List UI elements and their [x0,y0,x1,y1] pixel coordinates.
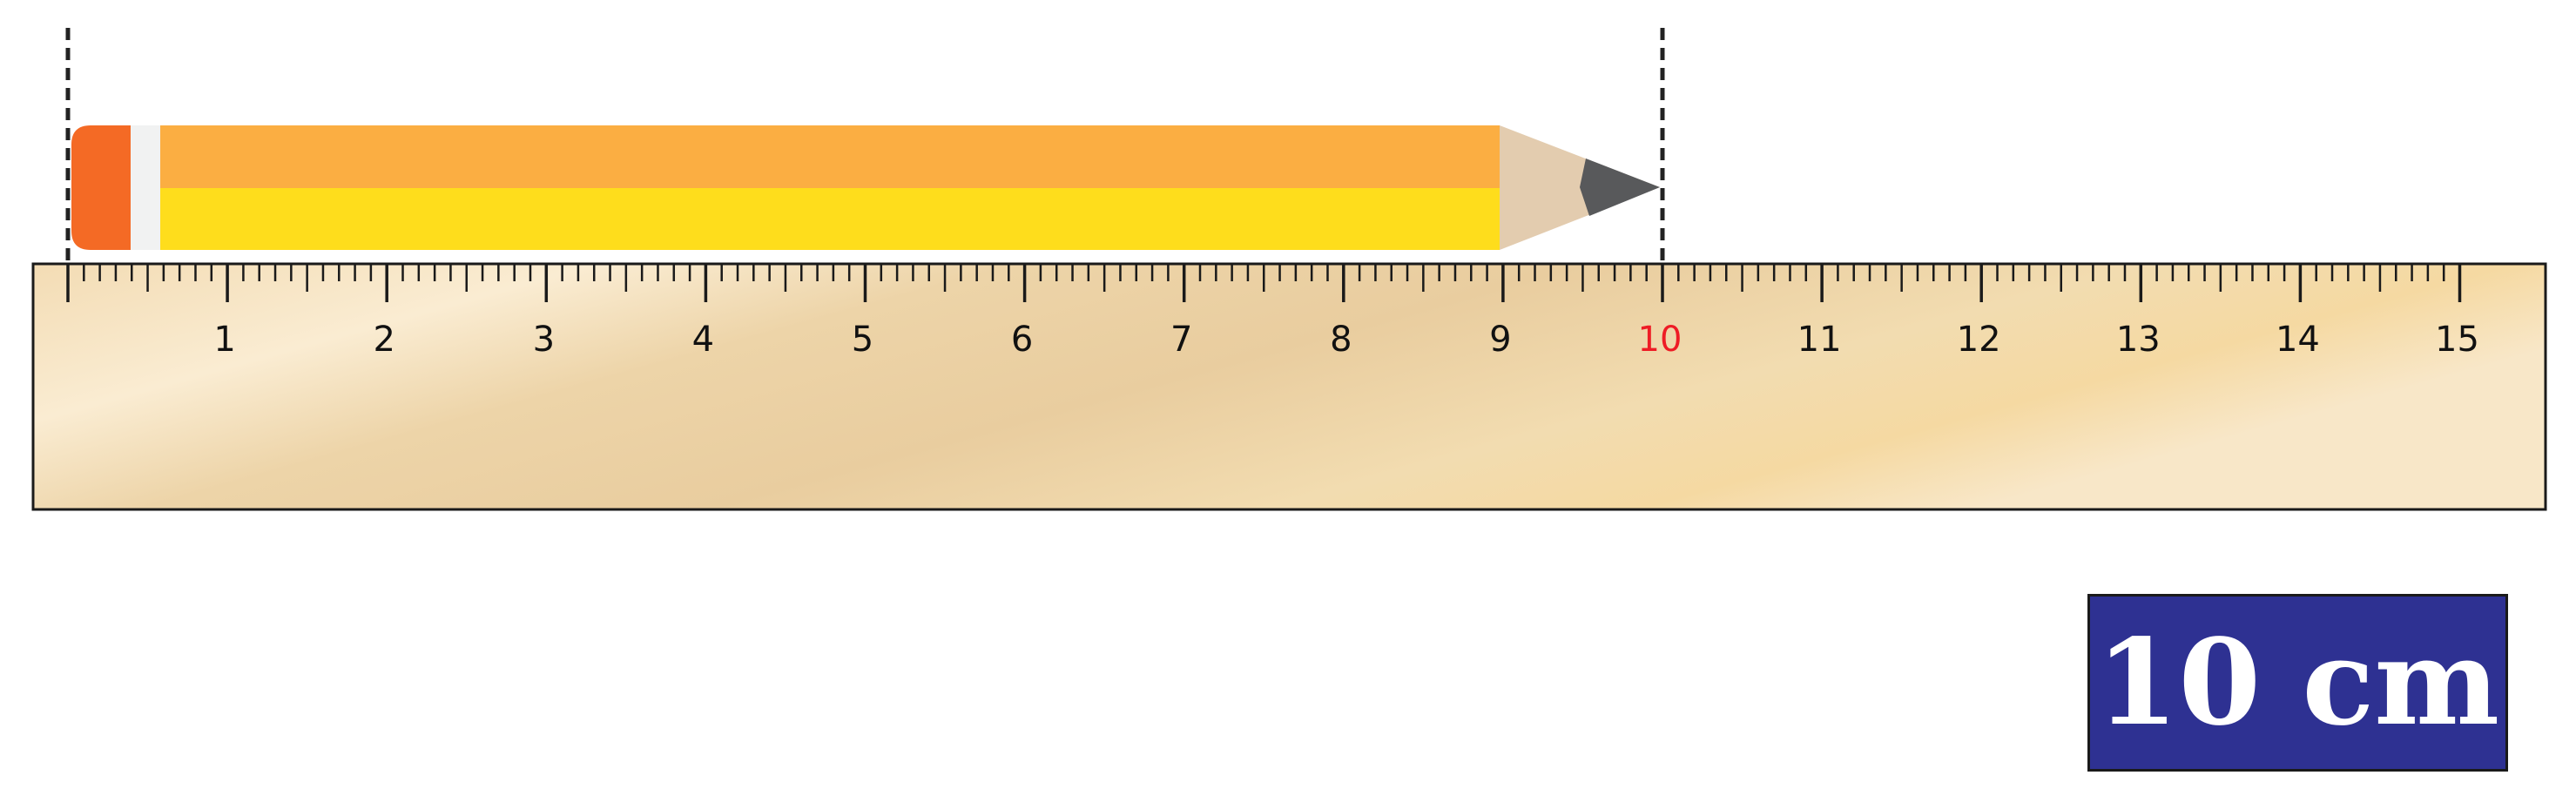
ruler-label-8: 8 [1330,320,1352,360]
ruler-ticks [66,264,2462,302]
ruler-body [31,262,2547,511]
ruler-label-7: 7 [1170,320,1192,360]
pencil-eraser [71,125,131,250]
ruler-label-14: 14 [2276,320,2320,360]
ruler-label-3: 3 [533,320,555,360]
answer-box: 10 cm [2087,594,2508,772]
ruler-label-12: 12 [1957,320,2001,360]
ruler: 1 2 3 4 5 6 7 8 9 10 11 12 13 14 15 [31,262,2547,511]
ruler-labels: 1 2 3 4 5 6 7 8 9 10 11 12 13 14 15 [213,320,2479,360]
pencil-wood-tip [1500,125,1660,250]
ruler-label-5: 5 [852,320,873,360]
pencil [71,125,1660,250]
ruler-label-9: 9 [1489,320,1511,360]
ruler-label-6: 6 [1011,320,1033,360]
ruler-label-2: 2 [373,320,394,360]
ruler-label-10: 10 [1638,320,1682,360]
answer-text: 10 cm [2095,613,2500,752]
pencil-ferrule [131,125,160,250]
ruler-label-15: 15 [2435,320,2479,360]
ruler-label-1: 1 [213,320,235,360]
pencil-body-bottom [160,188,1500,250]
ruler-label-4: 4 [692,320,714,360]
ruler-label-13: 13 [2116,320,2161,360]
ruler-label-11: 11 [1797,320,1842,360]
pencil-body-top [160,125,1500,188]
pencil-lead [1580,158,1660,216]
